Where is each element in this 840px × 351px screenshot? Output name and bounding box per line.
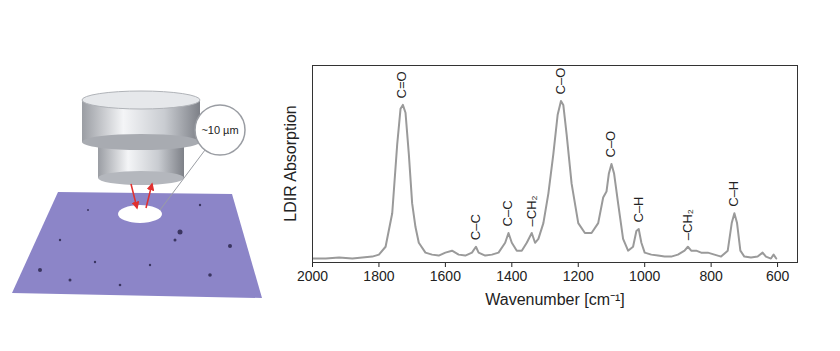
- svg-text:C–C: C–C: [500, 200, 515, 226]
- svg-text:C–O: C–O: [553, 68, 568, 95]
- svg-text:–CH₂: –CH₂: [524, 195, 539, 226]
- svg-text:C–H: C–H: [631, 196, 646, 222]
- svg-text:1800: 1800: [363, 268, 394, 284]
- svg-text:2000: 2000: [297, 268, 328, 284]
- svg-text:C–C: C–C: [468, 214, 483, 240]
- svg-text:1000: 1000: [629, 268, 660, 284]
- svg-text:1200: 1200: [563, 268, 594, 284]
- svg-text:C=O: C=O: [394, 71, 409, 98]
- svg-text:~10 µm: ~10 µm: [201, 124, 238, 136]
- svg-text:Wavenumber [cm⁻¹]: Wavenumber [cm⁻¹]: [485, 291, 625, 308]
- svg-text:LDIR Absorption: LDIR Absorption: [282, 105, 299, 222]
- svg-text:800: 800: [699, 268, 723, 284]
- svg-text:1600: 1600: [430, 268, 461, 284]
- svg-text:–CH₂: –CH₂: [680, 209, 695, 240]
- svg-text:C–H: C–H: [726, 181, 741, 207]
- svg-text:1400: 1400: [496, 268, 527, 284]
- svg-text:600: 600: [766, 268, 790, 284]
- svg-text:C–O: C–O: [603, 131, 618, 158]
